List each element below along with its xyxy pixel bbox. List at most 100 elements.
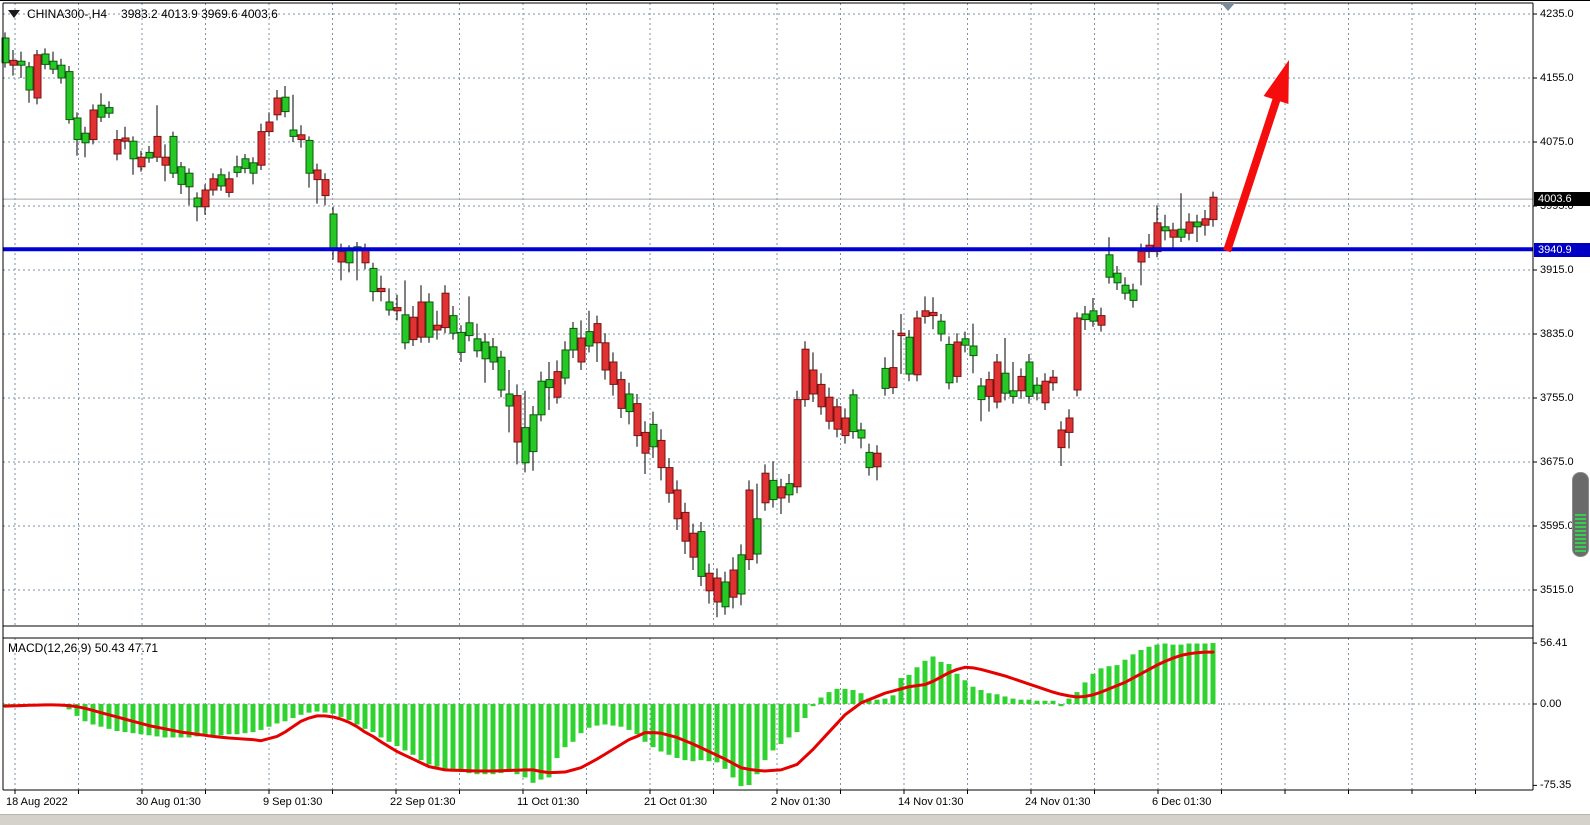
- ohlc-values: 3983.2 4013.9 3969.6 4003.6: [121, 7, 278, 21]
- macd-bar: [1058, 704, 1064, 707]
- macd-bar: [282, 704, 288, 722]
- macd-bar: [186, 704, 192, 738]
- candle-body: [433, 324, 442, 331]
- candle-body: [425, 301, 434, 338]
- macd-bar: [1146, 646, 1152, 704]
- candle-body: [489, 346, 498, 363]
- macd-bar: [202, 704, 208, 737]
- candle-body: [857, 429, 866, 439]
- macd-bar: [1042, 700, 1048, 704]
- candle-body: [569, 327, 578, 351]
- macd-bar: [90, 704, 96, 725]
- macd-bar: [74, 704, 80, 716]
- candle-body: [649, 423, 658, 448]
- macd-bar: [1178, 644, 1184, 704]
- macd-bar: [802, 704, 808, 719]
- down-triangle-marker-icon[interactable]: [1221, 3, 1235, 11]
- candle-body: [1073, 317, 1082, 391]
- candle-body: [849, 394, 858, 433]
- candle-body: [417, 301, 426, 338]
- candle-body: [281, 96, 290, 113]
- candle-body: [249, 162, 258, 174]
- candle-body: [321, 179, 330, 197]
- candle-body: [713, 577, 722, 603]
- macd-bar: [594, 704, 600, 726]
- scrollbar-thumb[interactable]: [1572, 472, 1589, 557]
- symbol-dropdown-icon[interactable]: [8, 10, 20, 18]
- candle-body: [1049, 376, 1058, 384]
- candle-body: [257, 131, 266, 166]
- candle-body: [521, 427, 530, 464]
- macd-bar: [786, 704, 792, 738]
- macd-bar: [226, 704, 232, 735]
- candle-body: [1177, 228, 1186, 238]
- macd-bar: [906, 674, 912, 704]
- candle-body: [1137, 251, 1146, 263]
- candle-body: [121, 137, 130, 142]
- macd-bar: [826, 692, 832, 704]
- price-axis-label: 3515.0: [1540, 584, 1574, 596]
- candle-body: [673, 489, 682, 520]
- macd-bar: [1090, 673, 1096, 704]
- macd-bar: [1210, 643, 1216, 704]
- macd-bar: [634, 704, 640, 735]
- candle-body: [929, 311, 938, 317]
- candle-body: [33, 54, 42, 99]
- candle-body: [953, 341, 962, 377]
- macd-bar: [338, 704, 344, 717]
- candle-body: [793, 399, 802, 488]
- macd-bar: [618, 704, 624, 727]
- candle-body: [1041, 380, 1050, 404]
- candle-body: [369, 267, 378, 293]
- price-axis-label: 3675.0: [1540, 456, 1574, 468]
- candle-body: [1153, 222, 1162, 253]
- macd-bar: [546, 704, 552, 778]
- candle-body: [881, 367, 890, 389]
- time-axis-label: 9 Sep 01:30: [263, 796, 323, 808]
- candle-body: [1009, 390, 1018, 397]
- macd-bar: [658, 704, 664, 752]
- price-axis-label: 4075.0: [1540, 136, 1574, 148]
- macd-bar: [250, 704, 256, 733]
- macd-bar: [650, 704, 656, 748]
- price-axis-label: 3595.0: [1540, 520, 1574, 532]
- macd-bar: [1010, 698, 1016, 704]
- up-arrow-shaft[interactable]: [1223, 93, 1282, 253]
- macd-bar: [194, 704, 200, 737]
- candle-body: [1097, 315, 1106, 326]
- candle-body: [337, 251, 346, 263]
- macd-bar: [386, 704, 392, 742]
- candle-body: [825, 396, 834, 422]
- macd-bar: [474, 704, 480, 775]
- macd-bar: [410, 704, 416, 755]
- candle-body: [225, 178, 234, 193]
- macd-bar: [330, 704, 336, 714]
- macd-bar: [378, 704, 384, 738]
- candle-body: [1105, 254, 1114, 278]
- macd-bar: [890, 695, 896, 704]
- macd-bar: [162, 704, 168, 738]
- candle-body: [465, 322, 474, 337]
- candle-body: [393, 307, 402, 312]
- macd-bar: [138, 704, 144, 735]
- candle-body: [129, 140, 138, 160]
- macd-bar: [866, 698, 872, 704]
- macd-bar: [970, 686, 976, 704]
- macd-bar: [322, 704, 328, 713]
- candle-body: [577, 337, 586, 363]
- candle-body: [233, 166, 242, 173]
- up-arrow-head-icon[interactable]: [1263, 60, 1289, 104]
- macd-bar: [954, 673, 960, 704]
- candle-body: [1089, 310, 1098, 322]
- time-axis-label: 18 Aug 2022: [6, 796, 68, 808]
- macd-bar: [402, 704, 408, 751]
- scrollbar-grip-stripes: [1575, 514, 1586, 554]
- macd-bar: [1050, 700, 1056, 704]
- candle-body: [401, 314, 410, 344]
- macd-bar: [106, 704, 112, 729]
- time-axis-label: 30 Aug 01:30: [136, 796, 201, 808]
- macd-bar: [266, 704, 272, 727]
- candle-body: [641, 431, 650, 454]
